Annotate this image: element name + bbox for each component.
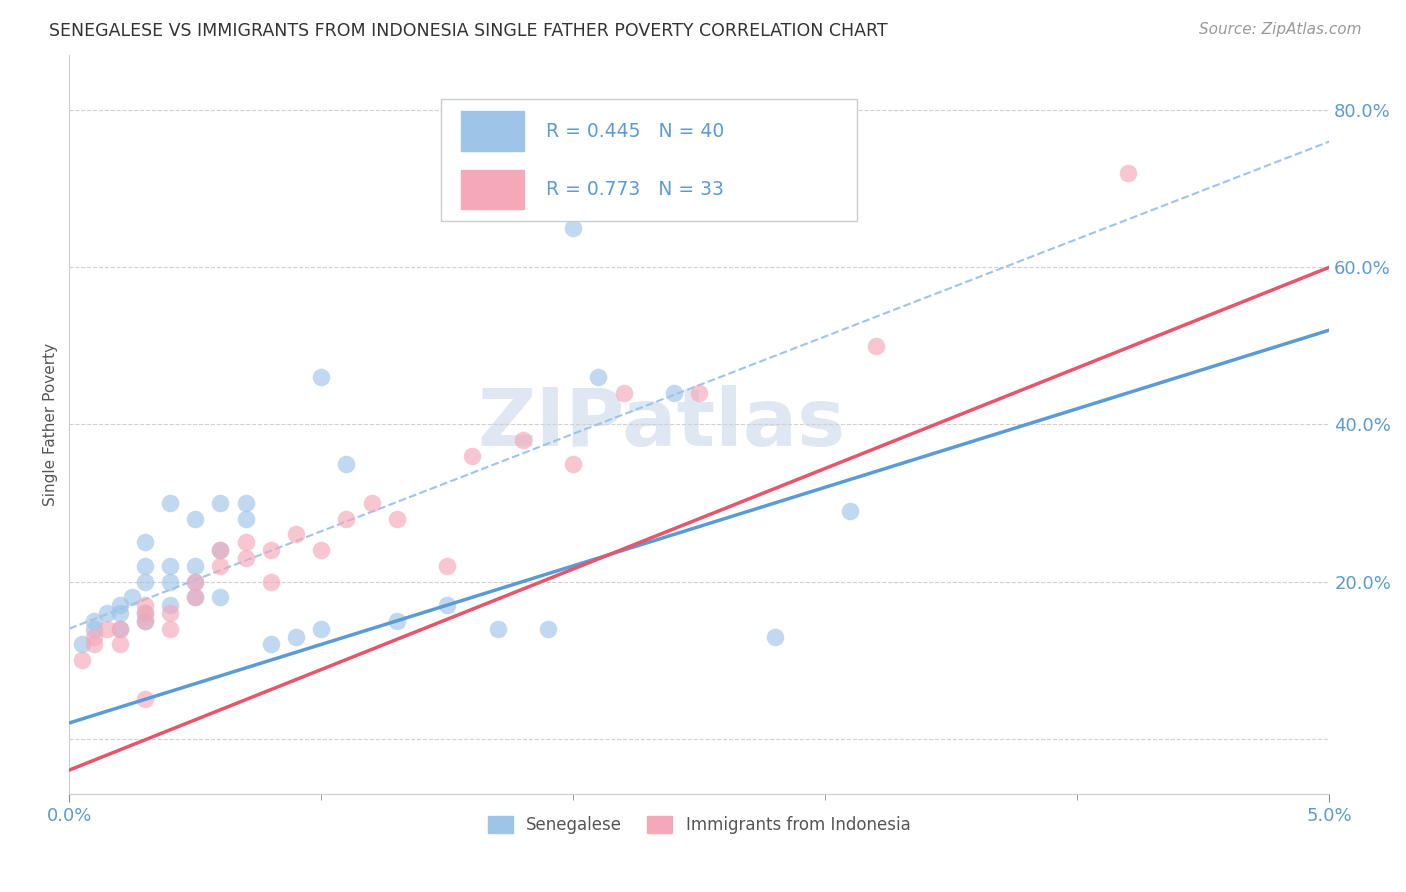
- Point: [134, 614, 156, 628]
- Point: [134, 574, 156, 589]
- Point: [159, 496, 181, 510]
- Point: [108, 598, 131, 612]
- Point: [184, 574, 207, 589]
- Text: R = 0.445   N = 40: R = 0.445 N = 40: [546, 121, 724, 141]
- Point: [134, 598, 156, 612]
- Point: [385, 614, 408, 628]
- Point: [309, 622, 332, 636]
- Point: [134, 692, 156, 706]
- Point: [108, 637, 131, 651]
- Point: [839, 504, 862, 518]
- Point: [83, 622, 105, 636]
- Point: [486, 622, 509, 636]
- Point: [121, 591, 143, 605]
- Point: [159, 606, 181, 620]
- Point: [134, 614, 156, 628]
- Point: [613, 386, 636, 401]
- Point: [134, 535, 156, 549]
- Point: [184, 574, 207, 589]
- Point: [688, 386, 710, 401]
- Point: [235, 535, 257, 549]
- Point: [209, 496, 232, 510]
- Point: [436, 558, 458, 573]
- Point: [763, 630, 786, 644]
- Point: [360, 496, 382, 510]
- Point: [159, 558, 181, 573]
- Point: [865, 339, 887, 353]
- Legend: Senegalese, Immigrants from Indonesia: Senegalese, Immigrants from Indonesia: [481, 809, 917, 841]
- Point: [309, 543, 332, 558]
- Point: [108, 622, 131, 636]
- Point: [260, 543, 283, 558]
- Point: [662, 386, 685, 401]
- FancyBboxPatch shape: [461, 169, 524, 210]
- Point: [335, 457, 357, 471]
- Point: [1116, 166, 1139, 180]
- Point: [83, 637, 105, 651]
- Point: [512, 433, 534, 447]
- Point: [184, 511, 207, 525]
- Text: ZIPatlas: ZIPatlas: [477, 385, 845, 464]
- Point: [436, 598, 458, 612]
- Point: [70, 653, 93, 667]
- Point: [235, 496, 257, 510]
- Point: [562, 221, 585, 235]
- Point: [209, 591, 232, 605]
- Point: [134, 606, 156, 620]
- Point: [159, 622, 181, 636]
- Point: [285, 527, 308, 541]
- FancyBboxPatch shape: [441, 99, 856, 221]
- Point: [209, 543, 232, 558]
- Point: [235, 551, 257, 566]
- Point: [184, 591, 207, 605]
- Point: [159, 574, 181, 589]
- Point: [184, 591, 207, 605]
- Text: Source: ZipAtlas.com: Source: ZipAtlas.com: [1198, 22, 1361, 37]
- Point: [134, 606, 156, 620]
- Point: [83, 630, 105, 644]
- Point: [335, 511, 357, 525]
- Point: [83, 614, 105, 628]
- Point: [285, 630, 308, 644]
- Point: [209, 543, 232, 558]
- Y-axis label: Single Father Poverty: Single Father Poverty: [44, 343, 58, 506]
- FancyBboxPatch shape: [461, 112, 524, 151]
- Point: [260, 574, 283, 589]
- Text: SENEGALESE VS IMMIGRANTS FROM INDONESIA SINGLE FATHER POVERTY CORRELATION CHART: SENEGALESE VS IMMIGRANTS FROM INDONESIA …: [49, 22, 887, 40]
- Point: [184, 558, 207, 573]
- Point: [108, 622, 131, 636]
- Point: [96, 622, 118, 636]
- Point: [134, 558, 156, 573]
- Point: [108, 606, 131, 620]
- Point: [461, 449, 484, 463]
- Point: [260, 637, 283, 651]
- Point: [209, 558, 232, 573]
- Point: [96, 606, 118, 620]
- Text: R = 0.773   N = 33: R = 0.773 N = 33: [546, 180, 724, 199]
- Point: [70, 637, 93, 651]
- Point: [385, 511, 408, 525]
- Point: [537, 622, 560, 636]
- Point: [562, 457, 585, 471]
- Point: [159, 598, 181, 612]
- Point: [235, 511, 257, 525]
- Point: [588, 370, 610, 384]
- Point: [309, 370, 332, 384]
